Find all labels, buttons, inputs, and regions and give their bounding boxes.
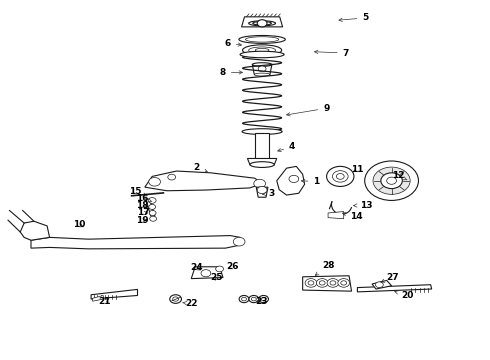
- Circle shape: [261, 297, 266, 301]
- Circle shape: [341, 281, 346, 285]
- Bar: [255, 134, 270, 160]
- Ellipse shape: [253, 22, 271, 25]
- Polygon shape: [277, 166, 305, 195]
- Circle shape: [305, 279, 317, 287]
- Polygon shape: [145, 171, 262, 191]
- Circle shape: [201, 270, 211, 277]
- Text: 17: 17: [138, 208, 150, 217]
- Circle shape: [257, 20, 267, 27]
- Circle shape: [257, 186, 267, 194]
- Polygon shape: [256, 187, 268, 197]
- Circle shape: [170, 295, 181, 303]
- Text: 4: 4: [278, 142, 295, 152]
- Circle shape: [336, 174, 344, 179]
- Text: 25: 25: [210, 273, 222, 282]
- Text: 1: 1: [301, 177, 319, 186]
- Text: 24: 24: [190, 264, 203, 273]
- Circle shape: [149, 177, 160, 186]
- Circle shape: [332, 171, 348, 182]
- Polygon shape: [372, 280, 392, 289]
- Text: 6: 6: [224, 39, 242, 48]
- Text: 9: 9: [287, 104, 330, 116]
- Text: 14: 14: [343, 212, 362, 221]
- Text: 27: 27: [381, 273, 399, 282]
- Text: 5: 5: [339, 13, 368, 22]
- Circle shape: [375, 282, 383, 288]
- Text: 8: 8: [220, 68, 243, 77]
- Polygon shape: [303, 276, 351, 291]
- Circle shape: [172, 297, 178, 301]
- Text: 7: 7: [315, 49, 349, 58]
- Circle shape: [381, 173, 402, 189]
- Circle shape: [242, 297, 246, 301]
- Circle shape: [251, 297, 256, 301]
- Circle shape: [289, 175, 299, 183]
- Circle shape: [319, 281, 325, 285]
- Polygon shape: [20, 221, 49, 240]
- Circle shape: [254, 179, 266, 188]
- Circle shape: [308, 281, 314, 285]
- Text: 22: 22: [183, 299, 198, 308]
- Circle shape: [259, 296, 269, 303]
- Circle shape: [150, 216, 157, 221]
- Circle shape: [373, 167, 410, 194]
- Text: 23: 23: [255, 297, 267, 306]
- Text: 10: 10: [73, 220, 85, 229]
- Ellipse shape: [248, 21, 275, 26]
- Text: 12: 12: [392, 171, 407, 180]
- Text: 13: 13: [354, 201, 373, 210]
- Circle shape: [239, 296, 249, 303]
- Text: 21: 21: [98, 297, 111, 306]
- Polygon shape: [357, 285, 432, 292]
- Circle shape: [216, 266, 223, 272]
- Ellipse shape: [242, 129, 282, 134]
- Circle shape: [387, 177, 396, 184]
- Text: 2: 2: [194, 163, 208, 172]
- Polygon shape: [252, 64, 272, 75]
- Circle shape: [365, 161, 418, 201]
- Circle shape: [149, 211, 156, 216]
- Ellipse shape: [240, 51, 284, 58]
- Circle shape: [258, 66, 266, 72]
- Ellipse shape: [239, 36, 285, 43]
- Ellipse shape: [245, 37, 279, 42]
- Text: 28: 28: [315, 261, 335, 275]
- Polygon shape: [247, 158, 277, 165]
- Text: 19: 19: [137, 216, 149, 225]
- Text: 18: 18: [137, 201, 149, 210]
- Circle shape: [168, 174, 175, 180]
- Circle shape: [148, 198, 156, 203]
- Text: 11: 11: [351, 165, 364, 174]
- Ellipse shape: [255, 48, 269, 52]
- Ellipse shape: [248, 47, 275, 53]
- Polygon shape: [93, 296, 103, 301]
- Text: 15: 15: [129, 187, 147, 196]
- Polygon shape: [242, 17, 283, 27]
- Text: 16: 16: [137, 194, 152, 203]
- Circle shape: [317, 279, 328, 287]
- Ellipse shape: [254, 73, 270, 76]
- Text: 20: 20: [395, 291, 414, 300]
- Circle shape: [249, 296, 259, 303]
- Circle shape: [338, 279, 349, 287]
- Circle shape: [149, 204, 156, 210]
- Ellipse shape: [252, 63, 272, 66]
- Ellipse shape: [250, 162, 274, 167]
- Circle shape: [330, 281, 336, 285]
- Circle shape: [233, 237, 245, 246]
- Text: 3: 3: [263, 189, 275, 198]
- Polygon shape: [191, 267, 223, 279]
- Ellipse shape: [243, 45, 282, 55]
- Polygon shape: [328, 212, 343, 219]
- Circle shape: [327, 279, 339, 287]
- Circle shape: [327, 166, 354, 186]
- Polygon shape: [31, 235, 240, 249]
- Text: 26: 26: [226, 262, 239, 271]
- Polygon shape: [91, 289, 138, 299]
